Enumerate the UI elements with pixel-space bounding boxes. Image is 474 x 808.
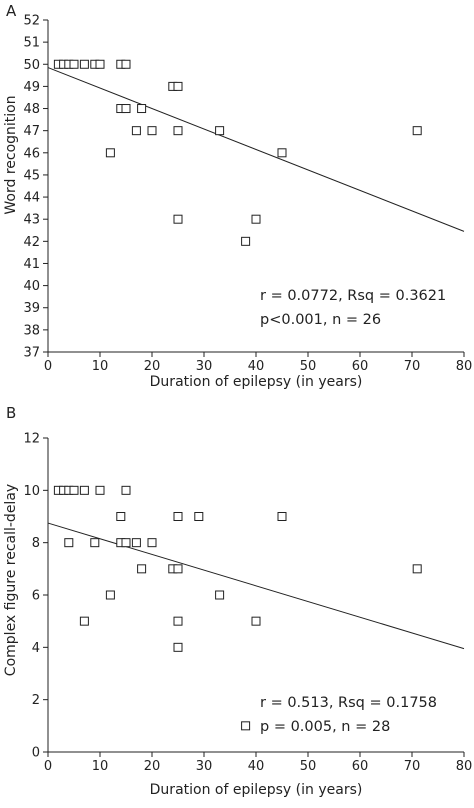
panel-b-x-tick-label: 10 [92,759,109,774]
panel-a-y-tick-label: 46 [23,146,40,161]
panel-b-data-point [64,538,74,548]
panel-b-xlabel: Duration of epilepsy (in years) [150,782,363,798]
panel-b-plot: 0 10 20 30 40 50 60 70 80 0 2 4 6 8 10 12 [23,432,472,775]
panel-a-regression-line [47,67,465,232]
panel-a-data-point [121,59,131,69]
panel-b-data-point [251,616,261,626]
panel-b-regression-line [47,522,465,650]
panel-a-y-tick-label: 47 [23,124,40,139]
panel-b-y-tick-label: 0 [32,746,40,761]
panel-b-y-tick-label: 6 [32,589,40,604]
panel-a-x-tick-label: 20 [144,359,161,374]
panel-a-data-point [173,126,183,136]
panel-b-data-point [105,590,115,600]
panel-a-y-tick-label: 45 [23,168,40,183]
panel-b-data-point [173,642,183,652]
panel-b-data-point [412,564,422,574]
panel-b-data-point [137,564,147,574]
panel-a-data-point [79,59,89,69]
panel-b-data-point [95,485,105,495]
panel-a-y-tick-label: 48 [23,102,40,117]
panel-b-data-point [194,512,204,521]
panel-a-data-point [137,104,147,114]
panel-b-data-point [215,590,225,600]
panel-a-plot: 0 10 20 30 40 50 60 70 80 37 38 39 40 41 42 43 44 45 46 47 4… [23,14,472,375]
panel-a-y-tick-label: 44 [23,191,40,206]
panel-b-data-point [69,485,79,495]
panel-a-data-point [277,148,287,158]
panel-a-annotation-stats: r = 0.0772, Rsq = 0.3621 [260,288,446,304]
panel-b-data-point [173,564,183,574]
panel-a-data-point [173,214,183,224]
panel-a-x-tick-label: 0 [44,359,52,374]
panel-a-y-tick-label: 52 [23,14,40,29]
panel-b-data-point [79,616,89,626]
panel-a-y-tick-label: 49 [23,80,40,95]
panel-a-x-tick-label: 30 [196,359,213,374]
panel-b-ylabel: Complex figure recall-delay [3,484,19,676]
panel-a-y-tick-label: 39 [23,301,40,316]
panel-b-data-point [277,512,287,521]
panel-a-x-tick-label: 50 [300,359,317,374]
panel-a-data-point [105,148,115,158]
panel-b-data-point [147,538,157,548]
panel-b-data-point [241,721,251,731]
panel-a-y-tick-label: 42 [23,235,40,250]
panel-b-x-tick-label: 60 [352,759,369,774]
panel-b-annotation-pval: p = 0.005, n = 28 [260,719,390,735]
panel-a-x-tick-label: 80 [456,359,473,374]
panel-b-x-tick-label: 0 [44,759,52,774]
panel-a: A Word recognition Duration of epilepsy … [3,2,472,390]
panel-a-data-point [147,126,157,136]
panel-b-x-tick-label: 80 [456,759,473,774]
panel-a-data-point [215,126,225,136]
panel-b-x-tick-label: 70 [404,759,421,774]
panel-b-data-point [131,538,141,548]
panel-b-y-tick-label: 8 [32,536,40,551]
panel-a-x-tick-label: 40 [248,359,265,374]
panel-a-data-point [131,126,141,136]
panel-b-x-tick-label: 20 [144,759,161,774]
panel-b-data-point [116,512,126,521]
panel-b-annotation-stats: r = 0.513, Rsq = 0.1758 [260,695,437,711]
panel-b-x-tick-label: 30 [196,759,213,774]
panel-a-y-tick-label: 41 [23,257,40,272]
panel-a-y-tick-label: 51 [23,36,40,51]
panel-a-y-tick-label: 40 [23,279,40,294]
panel-a-ylabel: Word recognition [3,95,19,214]
panel-b: B Complex figure recall-delay Duration o… [3,404,472,798]
panel-a-data-point [95,59,105,69]
panel-b-y-tick-label: 12 [23,432,40,447]
panel-a-data-point [241,236,251,246]
panel-a-x-tick-label: 60 [352,359,369,374]
panel-b-x-tick-label: 40 [248,759,265,774]
panel-b-y-tick-label: 10 [23,484,40,499]
panel-b-data-point [121,538,131,548]
panel-a-y-tick-label: 37 [23,346,40,361]
panel-a-data-point [69,59,79,69]
panel-b-data-point [121,485,131,495]
panel-a-y-tick-label: 50 [23,58,40,73]
panel-b-x-tick-label: 50 [300,759,317,774]
panel-a-data-point [121,104,131,114]
panel-a-x-tick-label: 10 [92,359,109,374]
panel-a-data-point [251,214,261,224]
panel-b-data-point [173,616,183,626]
panel-b-data-point [79,485,89,495]
panel-a-data-point [173,81,183,91]
panel-b-data-point [90,538,100,548]
panel-b-y-tick-label: 4 [32,641,40,656]
panel-a-letter: A [6,2,17,20]
panel-a-x-tick-label: 70 [404,359,421,374]
panel-a-y-tick-label: 38 [23,323,40,338]
panel-b-data-point [173,512,183,521]
panel-b-y-tick-label: 2 [32,693,40,708]
panel-a-annotation-pval: p<0.001, n = 26 [260,312,381,328]
panel-a-y-tick-label: 43 [23,213,40,228]
panel-b-letter: B [6,404,16,422]
panel-a-data-point [412,126,422,136]
panel-a-xlabel: Duration of epilepsy (in years) [150,374,363,390]
